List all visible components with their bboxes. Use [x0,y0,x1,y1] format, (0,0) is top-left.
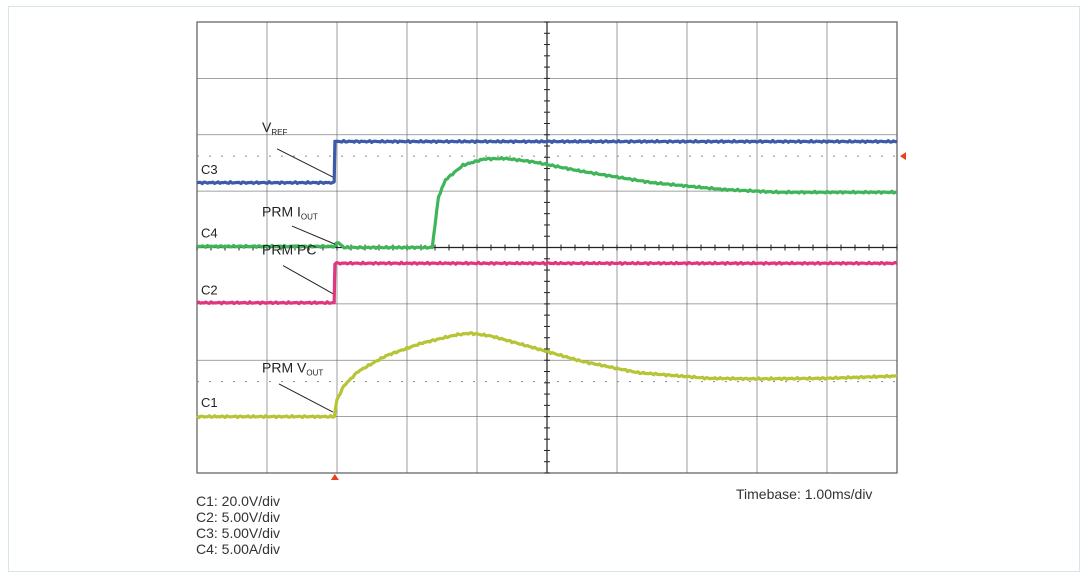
traces [195,138,898,420]
callout-prm-pc [282,265,334,295]
callout-vref [276,148,334,178]
channel-marker-c3: C3 [201,162,218,177]
trigger-time-marker [330,474,339,480]
trace-c1 [195,331,898,420]
channel-marker-c1: C1 [201,395,218,410]
trace-c4 [196,156,898,250]
callout-prm-vout [278,383,334,413]
callout-prm-iout [291,225,336,245]
channel-marker-c4: C4 [201,225,218,240]
scale-label-c2: C2: 5.00V/div [196,509,281,525]
trigger-level-marker [900,152,906,161]
trigger-markers [330,152,906,480]
signal-label-prm-pc: PRM PC [262,241,316,257]
timebase-label: Timebase: 1.00ms/div [736,486,873,502]
scale-label-c1: C1: 20.0V/div [196,493,281,509]
channel-marker-c2: C2 [201,282,218,297]
scale-label-c3: C3: 5.00V/div [196,525,281,541]
scale-label-c4: C4: 5.00A/div [196,541,281,557]
trace-c3 [196,138,898,186]
channel-scale-list: C1: 20.0V/div C2: 5.00V/div C3: 5.00V/di… [196,493,280,557]
trace-c2 [196,260,898,306]
